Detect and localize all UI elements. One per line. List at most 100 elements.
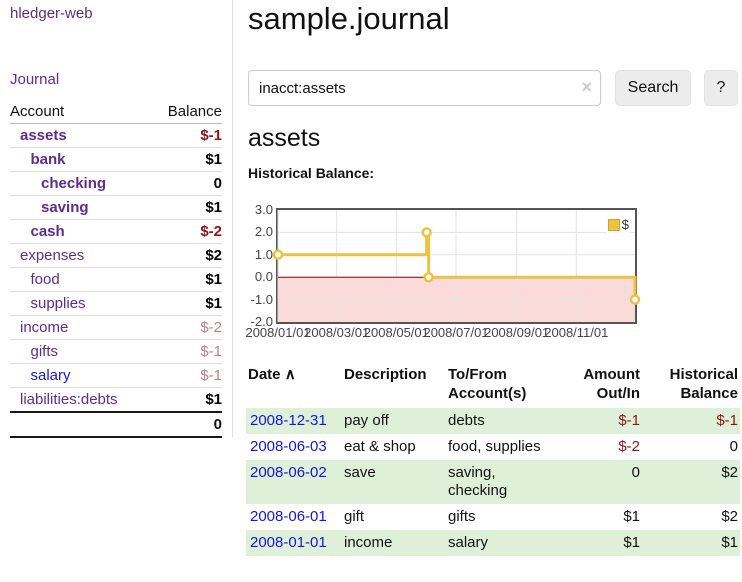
account-link-gifts[interactable]: gifts <box>30 343 59 360</box>
description-cell: save <box>344 464 376 481</box>
account-balance: $1 <box>205 391 222 408</box>
data-point-marker <box>272 249 284 261</box>
description-cell: eat & shop <box>344 438 416 455</box>
legend-label: $ <box>621 217 629 232</box>
y-axis-tick-label: 3.0 <box>254 202 273 217</box>
description-cell: gift <box>344 508 365 525</box>
x-axis-tick-label: 2008/07/01 <box>423 325 489 340</box>
register-table: Date ∧ Description To/From Account(s) Am… <box>246 362 740 556</box>
account-tree: Account Balance assets $-1 bank $1 checking 0… <box>10 100 222 438</box>
sidebar-item-journal[interactable]: Journal <box>10 71 60 88</box>
account-tree-header: Account Balance <box>10 100 222 124</box>
account-tree-total-row: 0 <box>10 411 222 438</box>
chart-plot-area[interactable]: $ <box>272 208 641 324</box>
balance-cell: $2 <box>721 464 738 481</box>
page-title: sample.journal <box>248 1 450 36</box>
column-header-date[interactable]: Date ∧ <box>248 366 296 383</box>
x-axis-tick-label: 2008/09/01 <box>484 325 550 340</box>
account-row: checking 0 <box>10 171 222 195</box>
sort-asc-icon: ∧ <box>284 366 296 383</box>
accounts-cell: gifts <box>448 508 476 525</box>
account-link-bank[interactable]: bank <box>30 151 66 168</box>
transaction-date-link[interactable]: 2008-01-01 <box>250 534 327 551</box>
account-balance: $1 <box>205 295 222 312</box>
chart-legend: $ <box>606 216 630 233</box>
accounts-cell: debts <box>448 412 485 429</box>
register-body: 2008-12-31 pay off debts $-1 $-1 2008-06-03 ea… <box>246 408 740 556</box>
account-column-label: Account <box>10 103 65 120</box>
description-cell: pay off <box>344 412 389 429</box>
transaction-date-link[interactable]: 2008-12-31 <box>250 412 327 429</box>
account-balance: $-1 <box>200 367 222 384</box>
account-row: liabilities:debts $1 <box>10 387 222 411</box>
table-row: 2008-06-03 eat & shop food, supplies $-2 0 <box>246 434 740 460</box>
account-tree-body: assets $-1 bank $1 checking 0 saving $1 cash $-2 e… <box>10 124 222 411</box>
balance-cell: $1 <box>721 534 738 551</box>
historical-balance-chart: $ 3.0 2.0 1.0 0.0 -1.0 -2.0 2008/01/01 2008/03/… <box>240 200 742 348</box>
date-cell: 2008-06-02 <box>246 460 342 504</box>
account-link-income[interactable]: income <box>20 319 69 336</box>
account-link-expenses[interactable]: expenses <box>20 247 85 264</box>
data-point-marker <box>421 227 432 238</box>
x-axis-tick-label: 2008/03/01 <box>304 325 370 340</box>
account-row: gifts $-1 <box>10 339 222 363</box>
account-row: food $1 <box>10 267 222 291</box>
date-cell: 2008-06-03 <box>246 434 342 460</box>
account-balance: $2 <box>205 247 222 264</box>
register-header-row: Date ∧ Description To/From Account(s) Am… <box>246 362 740 408</box>
account-link-salary[interactable]: salary <box>30 367 71 384</box>
chart-title: Historical Balance: <box>248 165 375 181</box>
account-balance: $1 <box>205 199 222 216</box>
account-balance: $-2 <box>200 319 222 336</box>
transaction-date-link[interactable]: 2008-06-02 <box>250 464 327 481</box>
clear-icon[interactable]: × <box>581 77 592 97</box>
account-balance: $-2 <box>200 223 222 240</box>
account-balance: $-1 <box>200 127 222 144</box>
date-cell: 2008-01-01 <box>246 530 342 556</box>
account-link-cash[interactable]: cash <box>30 223 65 240</box>
column-header-accounts: To/From Account(s) <box>448 366 527 402</box>
table-row: 2008-12-31 pay off debts $-1 $-1 <box>246 408 740 434</box>
account-row: income $-2 <box>10 315 222 339</box>
y-axis-tick-label: -1.0 <box>250 291 273 307</box>
date-cell: 2008-06-01 <box>246 504 342 530</box>
account-row: supplies $1 <box>10 291 222 315</box>
data-point-marker <box>629 294 641 305</box>
account-heading: assets <box>248 124 321 152</box>
amount-cell: $-2 <box>618 438 640 455</box>
brand-link[interactable]: hledger-web <box>10 5 93 22</box>
transaction-date-link[interactable]: 2008-06-03 <box>250 438 327 455</box>
amount-cell: $1 <box>623 508 640 525</box>
account-link-checking[interactable]: checking <box>41 175 107 192</box>
table-row: 2008-06-02 save saving, checking 0 $2 <box>246 460 740 504</box>
account-row: salary $-1 <box>10 363 222 387</box>
accounts-cell: salary <box>448 534 489 551</box>
balance-cell: $-1 <box>716 412 738 429</box>
date-cell: 2008-12-31 <box>246 408 342 434</box>
search-button[interactable]: Search <box>615 70 691 106</box>
table-row: 2008-06-01 gift gifts $1 $2 <box>246 504 740 530</box>
account-link-saving[interactable]: saving <box>41 199 89 216</box>
search-field-wrap: × <box>248 70 601 106</box>
help-button[interactable]: ? <box>704 70 738 106</box>
account-link-supplies[interactable]: supplies <box>30 295 86 312</box>
amount-cell: $1 <box>623 534 640 551</box>
account-row: saving $1 <box>10 195 222 219</box>
column-header-balance: Historical Balance <box>669 366 738 402</box>
y-axis-tick-label: 1.0 <box>254 246 273 262</box>
total-balance: 0 <box>213 416 222 433</box>
account-link-assets[interactable]: assets <box>20 127 67 144</box>
y-axis-tick-label: 2.0 <box>254 224 273 240</box>
x-axis-tick-label: 2008/05/01 <box>363 325 429 340</box>
accounts-cell: food, supplies <box>448 438 541 455</box>
chart-canvas <box>272 210 641 322</box>
search-input[interactable] <box>248 70 601 106</box>
y-axis-tick-label: -2.0 <box>250 314 273 329</box>
account-link-food[interactable]: food <box>30 271 60 288</box>
account-row: expenses $2 <box>10 243 222 267</box>
account-row: bank $1 <box>10 147 222 171</box>
account-row: assets $-1 <box>10 124 222 147</box>
amount-cell: $-1 <box>618 412 640 429</box>
account-link-liabilities-debts[interactable]: liabilities:debts <box>20 391 118 408</box>
transaction-date-link[interactable]: 2008-06-01 <box>250 508 327 525</box>
